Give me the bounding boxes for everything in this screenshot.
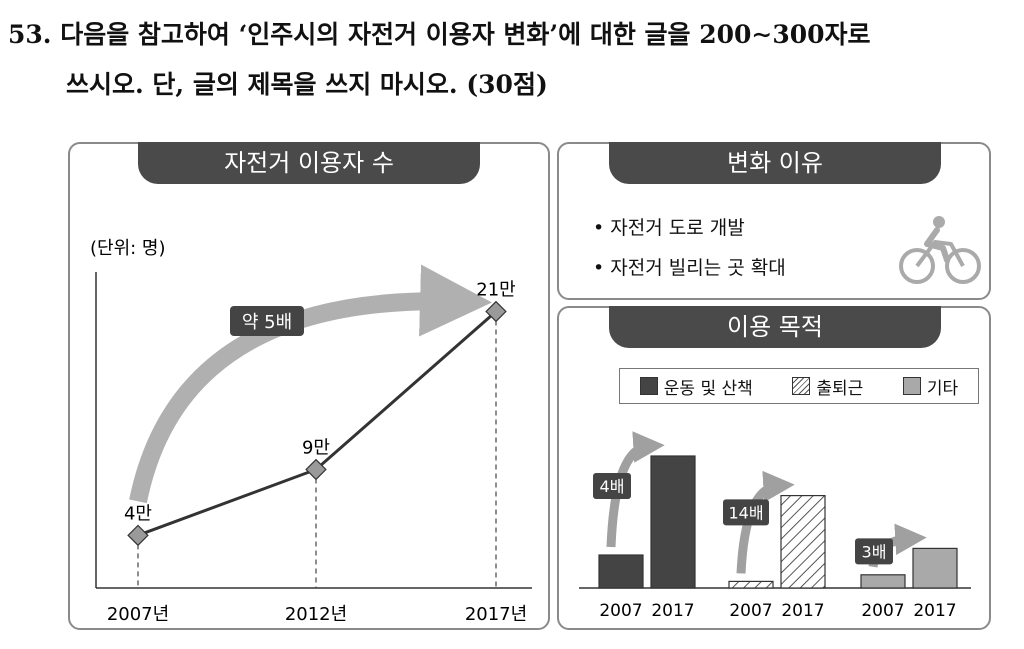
reasons-title: 변화 이유 bbox=[609, 142, 941, 184]
growth-badge bbox=[593, 473, 631, 499]
bar-x-label: 2017 bbox=[913, 601, 956, 621]
growth-badge bbox=[723, 499, 769, 526]
growth-arrow bbox=[736, 470, 795, 574]
growth-annotation: 4배 bbox=[600, 477, 625, 496]
x-tick-label: 2007년 bbox=[107, 604, 169, 625]
users-chart-panel: 자전거 이용자 수 (단위: 명) 약 5배 4만 2007년 9만 2012년 21만 2… bbox=[68, 142, 550, 630]
users-line-chart: (단위: 명) 약 5배 4만 2007년 9만 2012년 21만 2017년 bbox=[90, 238, 532, 625]
purpose-bar-chart: 2007 2017 4배 2007 2017 14배 2007 2017 3배 bbox=[579, 431, 971, 621]
reason-item: 자전거 도로 개발 bbox=[593, 208, 786, 248]
point-label: 21만 bbox=[476, 280, 515, 301]
bar-x-label: 2017 bbox=[781, 601, 824, 621]
question-line-2: 쓰시오. 단, 글의 제목을 쓰지 마시오. (30점) bbox=[66, 70, 548, 99]
x-tick-label: 2017년 bbox=[465, 604, 527, 625]
reasons-list: 자전거 도로 개발 자전거 빌리는 곳 확대 bbox=[593, 208, 786, 288]
legend-label: 운동 및 산책 bbox=[663, 378, 753, 399]
question-line-1: 53. 다음을 참고하여 ‘인주시의 자전거 이용자 변화’에 대한 글을 20… bbox=[8, 20, 871, 49]
legend-item: 운동 및 산책 bbox=[639, 374, 753, 399]
legend-label: 출퇴근 bbox=[816, 378, 864, 399]
bar-x-label: 2007 bbox=[729, 601, 772, 621]
growth-arrow bbox=[129, 264, 492, 504]
purpose-chart-panel: 이용 목적 운동 및 산책 출퇴근 기타 2007 2017 4배 2007 2017 1… bbox=[557, 306, 991, 630]
growth-badge bbox=[855, 538, 893, 565]
reasons-panel: 변화 이유 자전거 도로 개발 자전거 빌리는 곳 확대 bbox=[557, 142, 991, 300]
question-text: 53. 다음을 참고하여 ‘인주시의 자전거 이용자 변화’에 대한 글을 20… bbox=[8, 10, 1018, 110]
growth-annotation: 3배 bbox=[862, 542, 887, 561]
data-point bbox=[127, 524, 149, 547]
bar bbox=[860, 574, 906, 589]
bar bbox=[728, 580, 774, 589]
data-point bbox=[305, 458, 327, 481]
growth-arrow bbox=[606, 431, 665, 548]
users-chart-title: 자전거 이용자 수 bbox=[138, 142, 480, 184]
bar bbox=[650, 455, 696, 589]
legend-swatch-light bbox=[902, 377, 921, 395]
unit-label: (단위: 명) bbox=[90, 238, 166, 259]
legend-swatch-hatched bbox=[792, 377, 811, 395]
legend-item: 출퇴근 bbox=[792, 374, 863, 399]
purpose-legend: 운동 및 산책 출퇴근 기타 bbox=[619, 368, 979, 404]
bar-x-label: 2007 bbox=[599, 601, 642, 621]
legend-swatch-dark bbox=[639, 377, 658, 395]
point-label: 4만 bbox=[124, 503, 152, 524]
bar bbox=[912, 547, 958, 589]
x-tick-label: 2012년 bbox=[285, 604, 347, 625]
bar-x-label: 2007 bbox=[861, 601, 904, 621]
growth-annotation: 14배 bbox=[728, 503, 763, 522]
point-label: 9만 bbox=[302, 438, 330, 459]
series-line bbox=[137, 310, 497, 537]
reason-item: 자전거 빌리는 곳 확대 bbox=[593, 248, 785, 288]
data-point bbox=[485, 300, 507, 323]
growth-badge bbox=[230, 306, 304, 336]
bicycle-rider-icon bbox=[899, 216, 981, 284]
bar bbox=[598, 554, 644, 589]
legend-item: 기타 bbox=[902, 374, 959, 399]
bar bbox=[780, 495, 826, 589]
legend-label: 기타 bbox=[926, 378, 959, 399]
growth-annotation: 약 5배 bbox=[242, 312, 292, 333]
purpose-chart-title: 이용 목적 bbox=[609, 306, 941, 348]
bar-x-label: 2017 bbox=[651, 601, 694, 621]
